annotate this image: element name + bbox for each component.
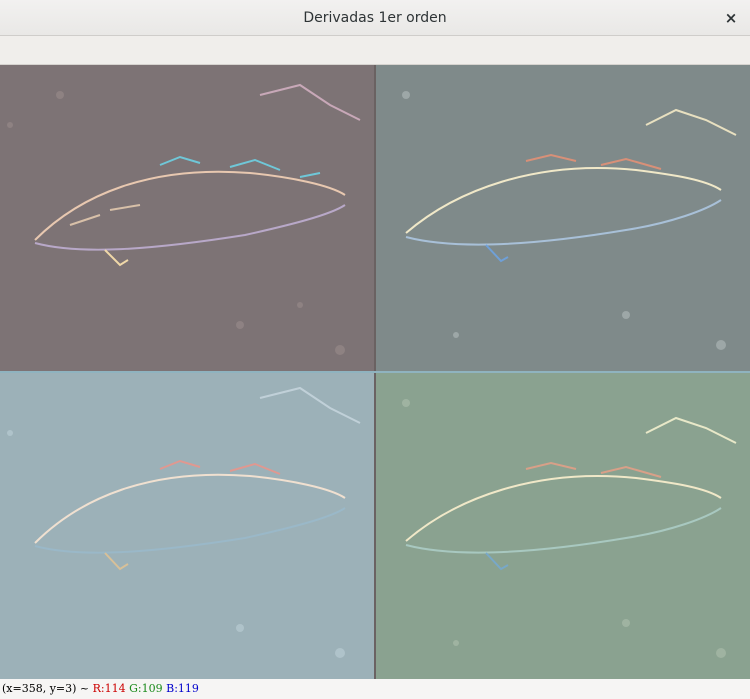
green-value: G:109 [129, 682, 163, 695]
cursor-coords: (x=358, y=3) ~ [2, 682, 93, 695]
fish-image-icon [376, 373, 750, 679]
derivative-panel-top-left [0, 65, 374, 371]
red-value: R:114 [92, 682, 126, 695]
derivative-panel-top-right [376, 65, 750, 371]
title-bar: Derivadas 1er orden × [0, 0, 750, 36]
derivative-panel-bottom-left [0, 373, 374, 679]
derivative-panel-bottom-right [376, 373, 750, 679]
fish-image-icon [0, 65, 374, 371]
blue-value: B:119 [166, 682, 199, 695]
toolbar [0, 36, 750, 65]
close-icon[interactable]: × [724, 9, 738, 27]
fish-image-icon [376, 65, 750, 371]
image-view[interactable] [0, 65, 750, 679]
fish-image-icon [0, 373, 374, 679]
horizontal-divider [0, 371, 750, 373]
status-bar: (x=358, y=3) ~ R:114 G:109 B:119 [0, 679, 750, 699]
window-title: Derivadas 1er orden [303, 10, 447, 26]
